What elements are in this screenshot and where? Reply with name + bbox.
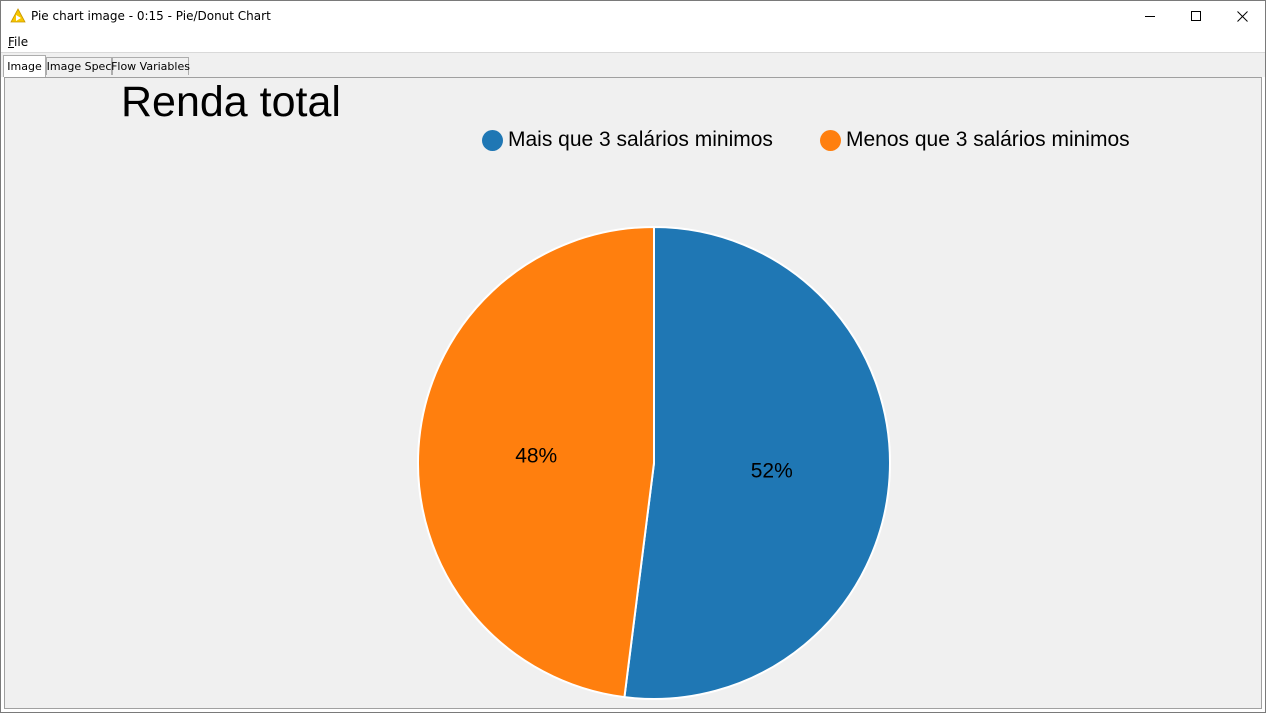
title-bar[interactable]: Pie chart image - 0:15 - Pie/Donut Chart bbox=[1, 1, 1265, 31]
legend-swatch-menos bbox=[820, 129, 841, 151]
pie-slice-1 bbox=[417, 225, 655, 699]
pie-slice-label-1: 48% bbox=[515, 445, 557, 468]
pie-slice-0 bbox=[623, 225, 891, 700]
tab-strip: Image Image Spec Flow Variables bbox=[1, 52, 1265, 77]
legend-item-mais: Mais que 3 salários minimos bbox=[482, 128, 773, 152]
pie-chart: 52% 48% bbox=[417, 225, 891, 700]
knime-triangle-icon bbox=[10, 8, 26, 23]
menu-file-mnemonic: F bbox=[8, 35, 15, 49]
maximize-button[interactable] bbox=[1173, 1, 1219, 31]
legend-swatch-mais bbox=[482, 129, 503, 151]
legend-item-menos: Menos que 3 salários minimos bbox=[820, 128, 1130, 152]
tab-image[interactable]: Image bbox=[3, 55, 46, 77]
image-panel: Renda total Mais que 3 salários minimos … bbox=[4, 77, 1262, 709]
window-title: Pie chart image - 0:15 - Pie/Donut Chart bbox=[31, 9, 271, 23]
chart-title: Renda total bbox=[121, 78, 341, 126]
menu-file[interactable]: File bbox=[8, 35, 28, 49]
legend-label-mais: Mais que 3 salários minimos bbox=[508, 128, 773, 151]
maximize-icon bbox=[1191, 11, 1201, 21]
menu-bar: File bbox=[1, 32, 1265, 52]
pie-slice-label-0: 52% bbox=[751, 459, 793, 482]
close-icon bbox=[1236, 10, 1248, 22]
tab-flow-variables[interactable]: Flow Variables bbox=[111, 57, 190, 75]
legend-label-menos: Menos que 3 salários minimos bbox=[846, 128, 1130, 151]
close-button[interactable] bbox=[1219, 1, 1265, 31]
menu-file-rest: ile bbox=[14, 35, 29, 49]
tab-image-spec[interactable]: Image Spec bbox=[46, 57, 112, 75]
minimize-button[interactable] bbox=[1127, 1, 1173, 31]
minimize-icon bbox=[1145, 16, 1155, 17]
